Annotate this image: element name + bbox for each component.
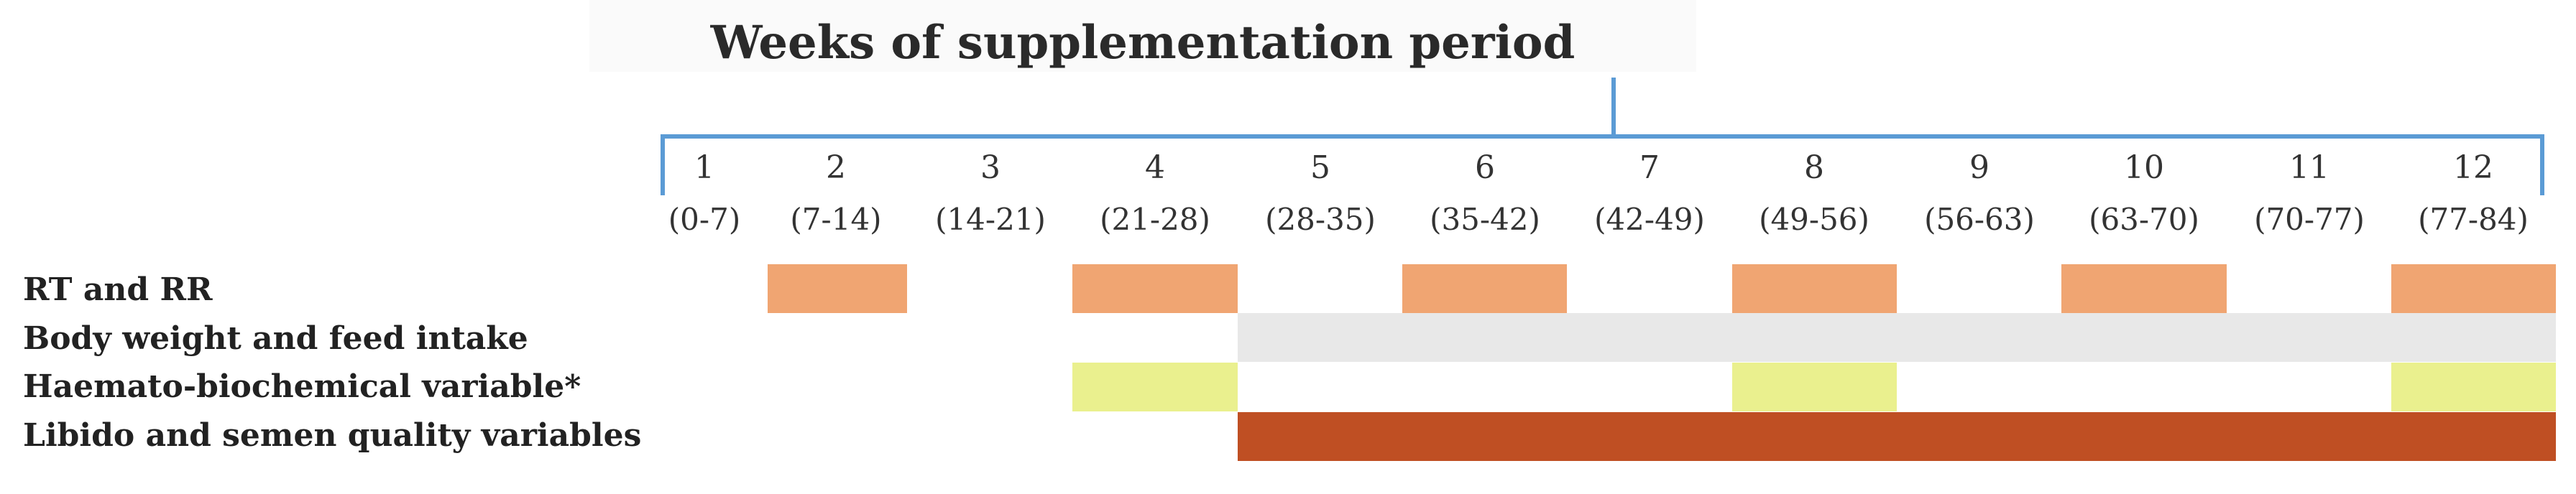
diagram-title: Weeks of supplementation period bbox=[710, 16, 1576, 70]
week-range-8: (49-56) bbox=[1759, 202, 1869, 237]
week-number-12: 12 bbox=[2453, 149, 2493, 186]
week-number-4: 4 bbox=[1145, 149, 1165, 186]
title-band bbox=[589, 0, 1696, 72]
bar-row1-weeks-6-6 bbox=[1402, 264, 1567, 313]
bar-row1-weeks-10-10 bbox=[2061, 264, 2227, 313]
week-range-4: (21-28) bbox=[1100, 202, 1210, 237]
week-number-11: 11 bbox=[2289, 149, 2329, 186]
week-range-11: (70-77) bbox=[2254, 202, 2365, 237]
bar-row1-weeks-8-8 bbox=[1732, 264, 1897, 313]
week-number-10: 10 bbox=[2124, 149, 2164, 186]
week-range-6: (35-42) bbox=[1430, 202, 1540, 237]
week-number-6: 6 bbox=[1475, 149, 1495, 186]
timeline-bracket bbox=[661, 78, 2544, 195]
bar-row1-weeks-2-2 bbox=[768, 264, 907, 313]
week-labels: 1 (0-7) 2 (7-14) 3 (14-21) 4 (21-28) 5 (28-35) 6 (3… bbox=[668, 149, 2529, 237]
week-range-12: (77-84) bbox=[2418, 202, 2529, 237]
bar-row1-weeks-4-4 bbox=[1072, 264, 1238, 313]
week-range-7: (42-49) bbox=[1594, 202, 1705, 237]
week-number-7: 7 bbox=[1639, 149, 1660, 186]
week-number-5: 5 bbox=[1310, 149, 1330, 186]
row-label-1: RT and RR bbox=[23, 271, 213, 308]
bar-row4-weeks-5-12 bbox=[1238, 412, 2556, 461]
week-range-3: (14-21) bbox=[935, 202, 1046, 237]
week-range-5: (28-35) bbox=[1265, 202, 1376, 237]
row-label-2: Body weight and feed intake bbox=[23, 320, 528, 357]
week-range-1: (0-7) bbox=[668, 202, 740, 237]
week-number-9: 9 bbox=[1969, 149, 1990, 186]
bar-row3-weeks-4-4 bbox=[1072, 363, 1238, 411]
bar-row3-weeks-12-12 bbox=[2391, 363, 2556, 411]
week-number-8: 8 bbox=[1804, 149, 1824, 186]
bars bbox=[768, 264, 2556, 461]
row-label-4: Libido and semen quality variables bbox=[23, 417, 642, 454]
week-number-2: 2 bbox=[826, 149, 846, 186]
week-number-1: 1 bbox=[694, 149, 714, 186]
row-label-3: Haemato-biochemical variable* bbox=[23, 368, 581, 405]
bar-row3-weeks-8-8 bbox=[1732, 363, 1897, 411]
bar-row2-weeks-5-12 bbox=[1238, 313, 2556, 362]
week-number-3: 3 bbox=[980, 149, 1000, 186]
week-range-10: (63-70) bbox=[2089, 202, 2199, 237]
bar-row1-weeks-12-12 bbox=[2391, 264, 2556, 313]
week-range-9: (56-63) bbox=[1924, 202, 2035, 237]
week-range-2: (7-14) bbox=[790, 202, 881, 237]
